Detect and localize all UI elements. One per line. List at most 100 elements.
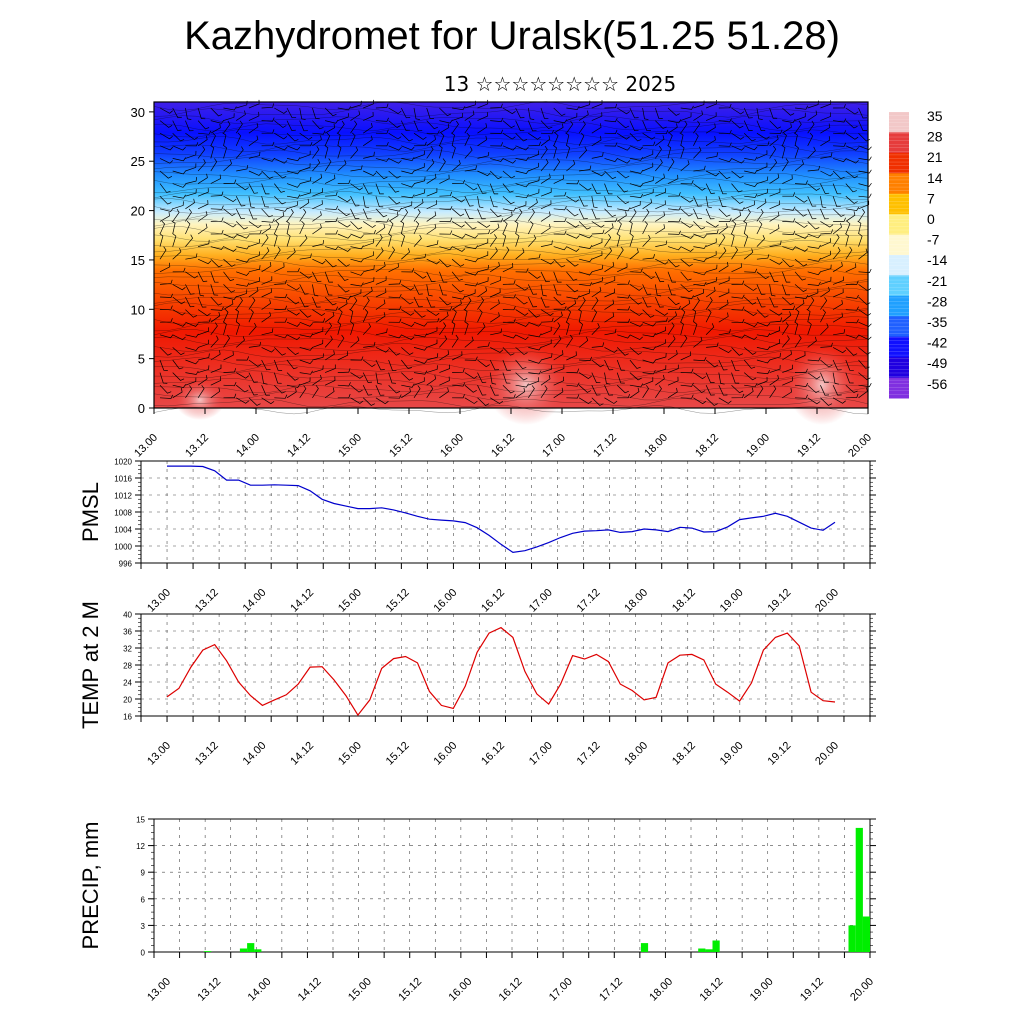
colorbar-label: 7 — [927, 190, 935, 206]
wind-barb — [502, 170, 516, 179]
wind-barb — [324, 311, 335, 323]
wind-barb — [540, 240, 553, 247]
wind-barb — [604, 328, 617, 336]
wind-barb — [807, 120, 815, 134]
wind-barb — [363, 99, 374, 109]
y-tick-label: 0 — [138, 401, 145, 416]
wind-barb — [426, 200, 438, 210]
wind-barb — [490, 397, 504, 405]
wind-barb — [667, 218, 681, 223]
x-tick-label: 19.00 — [744, 432, 772, 460]
wind-barb — [769, 129, 783, 134]
wind-barb — [185, 132, 198, 140]
wind-barb — [235, 146, 244, 159]
x-tick-label: 18.00 — [642, 432, 670, 460]
wind-barb — [642, 284, 652, 295]
contour-line — [153, 232, 869, 242]
wind-barb — [236, 183, 249, 191]
x-tick-label: 13.12 — [193, 587, 221, 615]
wind-barb — [236, 165, 249, 172]
wind-barb — [820, 208, 829, 220]
wind-barb — [833, 130, 847, 135]
wind-barb — [655, 129, 669, 135]
wind-barb — [426, 173, 437, 184]
wind-barb — [197, 309, 211, 317]
wind-barb — [337, 393, 351, 399]
wind-barb — [756, 132, 770, 140]
wind-barb — [794, 145, 799, 159]
wind-barb — [375, 312, 386, 323]
wind-barb — [413, 359, 428, 364]
wind-barb — [337, 145, 342, 159]
wind-barb — [363, 170, 377, 177]
wind-barb — [350, 196, 360, 207]
wind-barb — [274, 262, 285, 273]
wind-barb — [299, 284, 309, 295]
wind-barb — [388, 220, 394, 235]
wind-barb — [426, 258, 440, 265]
wind-barb — [756, 333, 771, 337]
wind-barb — [514, 220, 519, 235]
wind-barb — [667, 284, 676, 296]
wind-barb — [375, 372, 382, 385]
wind-barb — [515, 156, 529, 161]
y-tick-label: 20 — [123, 696, 132, 705]
wind-barb — [693, 165, 706, 172]
wind-barb — [464, 208, 474, 220]
wind-barb — [388, 384, 401, 394]
wind-barb — [566, 145, 571, 159]
wind-barb — [235, 208, 246, 220]
wind-barb — [515, 268, 529, 273]
wind-barb — [197, 223, 208, 235]
wind-barb — [566, 394, 580, 399]
wind-barb — [845, 294, 859, 299]
wind-barb — [705, 196, 712, 209]
wind-barb — [413, 385, 421, 398]
wind-barb — [171, 220, 176, 235]
y-tick-label: 996 — [119, 560, 133, 569]
wind-barb — [705, 323, 715, 336]
wind-barb — [401, 170, 415, 175]
wind-barb — [528, 271, 541, 279]
y-tick-label: 1020 — [114, 458, 132, 467]
wind-barb — [324, 258, 337, 268]
precip-bar — [698, 948, 706, 952]
wind-barb — [794, 295, 809, 300]
wind-barb — [807, 257, 821, 262]
wind-barb — [566, 271, 578, 281]
wind-barb — [731, 211, 742, 222]
wind-barb — [845, 347, 858, 356]
wind-barb — [604, 372, 611, 385]
wind-barb — [566, 309, 572, 323]
y-tick-label: 3 — [141, 922, 146, 931]
wind-barb — [185, 347, 199, 351]
wind-barb — [515, 383, 529, 388]
precip-bar — [712, 940, 720, 952]
wind-barb — [642, 333, 656, 338]
wind-barb — [401, 359, 412, 370]
wind-barb — [477, 385, 487, 396]
wind-barb — [197, 200, 209, 210]
wind-barb — [820, 112, 831, 121]
wind-barb — [680, 105, 694, 110]
wind-barb — [820, 183, 830, 194]
wind-barb — [210, 229, 224, 235]
wind-barb — [616, 347, 629, 356]
y-tick-label: 28 — [123, 662, 132, 671]
wind-barb — [286, 194, 301, 199]
wind-barb — [655, 365, 667, 373]
pmsl-series-line — [167, 465, 836, 554]
wind-barb — [680, 233, 694, 239]
wind-barb — [769, 107, 778, 119]
wind-barb — [718, 397, 732, 404]
wind-barb — [248, 183, 259, 194]
wind-barb — [362, 322, 372, 336]
wind-barb — [781, 271, 791, 283]
wind-barb — [159, 158, 174, 164]
wind-barb — [502, 359, 511, 371]
wind-barb — [528, 208, 535, 222]
wind-barb — [655, 258, 669, 265]
wind-barb — [273, 233, 278, 247]
wind-barb — [553, 123, 564, 134]
